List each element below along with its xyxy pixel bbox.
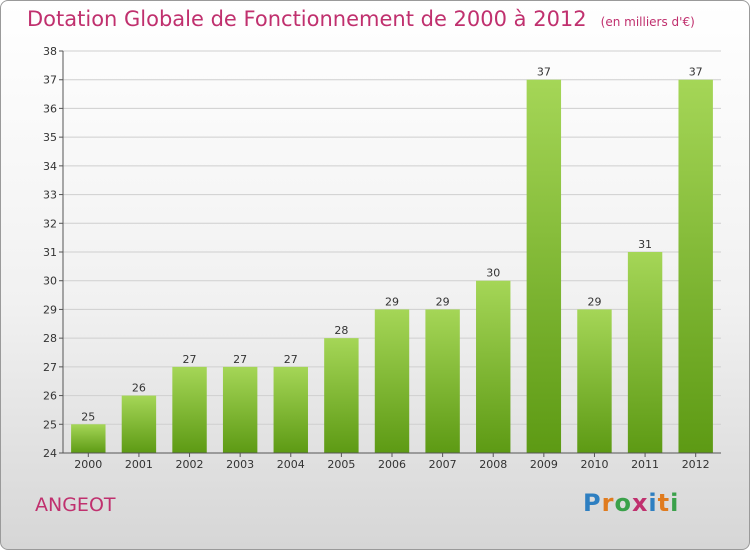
data-label-2007: 29 [436,295,450,308]
axis-layer: 24 25 26 27 28 29 30 31 32 33 34 35 36 37 38 2000 2001 20… [43,45,721,471]
bar-2008 [476,280,511,453]
y-tick-label: 38 [43,45,57,58]
data-label-2008: 30 [486,267,500,280]
x-tick-label-2006: 2006 [378,458,406,471]
x-tick-label-2007: 2007 [429,458,457,471]
x-tick-label-2003: 2003 [226,458,254,471]
bar-layer [71,79,713,453]
data-label-2001: 26 [132,382,146,395]
data-label-2002: 27 [183,353,197,366]
data-label-2005: 28 [334,324,348,337]
bar-2011 [627,252,663,453]
logo-letter: x [631,489,649,517]
proxiti-logo: Proxiti [583,489,679,517]
x-tick-label-2010: 2010 [580,458,608,471]
chart-title: Dotation Globale de Fonctionnement de 20… [27,7,695,31]
data-label-2010: 29 [587,295,601,308]
x-tick-label-2004: 2004 [277,458,305,471]
bar-2007 [425,309,460,453]
y-tick-label: 27 [43,361,57,374]
y-tick-label: 36 [43,102,57,115]
x-tick-label-2011: 2011 [631,458,659,471]
bar-2006 [374,309,410,453]
data-label-2012: 37 [689,66,703,79]
bar-2005 [324,338,359,453]
x-tick-label-2009: 2009 [530,458,558,471]
y-tick-label: 29 [43,303,57,316]
bar-2002 [172,366,207,453]
x-tick-label-2002: 2002 [176,458,204,471]
x-tick-label-2008: 2008 [479,458,507,471]
data-label-2003: 27 [233,353,247,366]
bar-2009 [526,79,562,453]
label-layer: 25 26 27 27 27 28 29 29 30 37 29 31 37 [81,66,702,424]
bar-2001 [121,395,157,453]
y-tick-label: 33 [43,189,57,202]
logo-letter: o [614,489,632,517]
logo-letter: P [583,489,602,517]
logo-letter: i [670,489,680,517]
data-label-2004: 27 [284,353,298,366]
y-tick-label: 32 [43,217,57,230]
x-tick-label-2000: 2000 [74,458,102,471]
y-tick-label: 25 [43,418,57,431]
logo-letter: r [601,489,615,517]
logo-letter: t [657,489,671,517]
y-tick-label: 28 [43,332,57,345]
data-label-2011: 31 [638,238,652,251]
place-name: ANGEOT [35,494,116,516]
y-tick-label: 26 [43,390,57,403]
data-label-2000: 25 [81,410,95,423]
bar-2003 [222,366,258,453]
x-tick-label-2001: 2001 [125,458,153,471]
bar-2000 [71,424,106,453]
bar-2004 [273,366,308,453]
y-tick-label: 31 [43,246,57,259]
y-tick-label: 34 [43,160,57,173]
y-tick-label: 24 [43,447,57,460]
bar-2012 [678,79,713,453]
x-tick-label-2005: 2005 [327,458,355,471]
x-tick-label-2012: 2012 [682,458,710,471]
data-label-2009: 37 [537,66,551,79]
chart-title-text: Dotation Globale de Fonctionnement de 20… [27,7,587,31]
y-tick-label: 35 [43,131,57,144]
data-label-2006: 29 [385,295,399,308]
logo-letter: i [648,489,658,517]
y-tick-label: 37 [43,74,57,87]
bar-2010 [577,309,612,453]
y-tick-label: 30 [43,275,57,288]
chart-subtitle: (en milliers d'€) [600,15,695,29]
